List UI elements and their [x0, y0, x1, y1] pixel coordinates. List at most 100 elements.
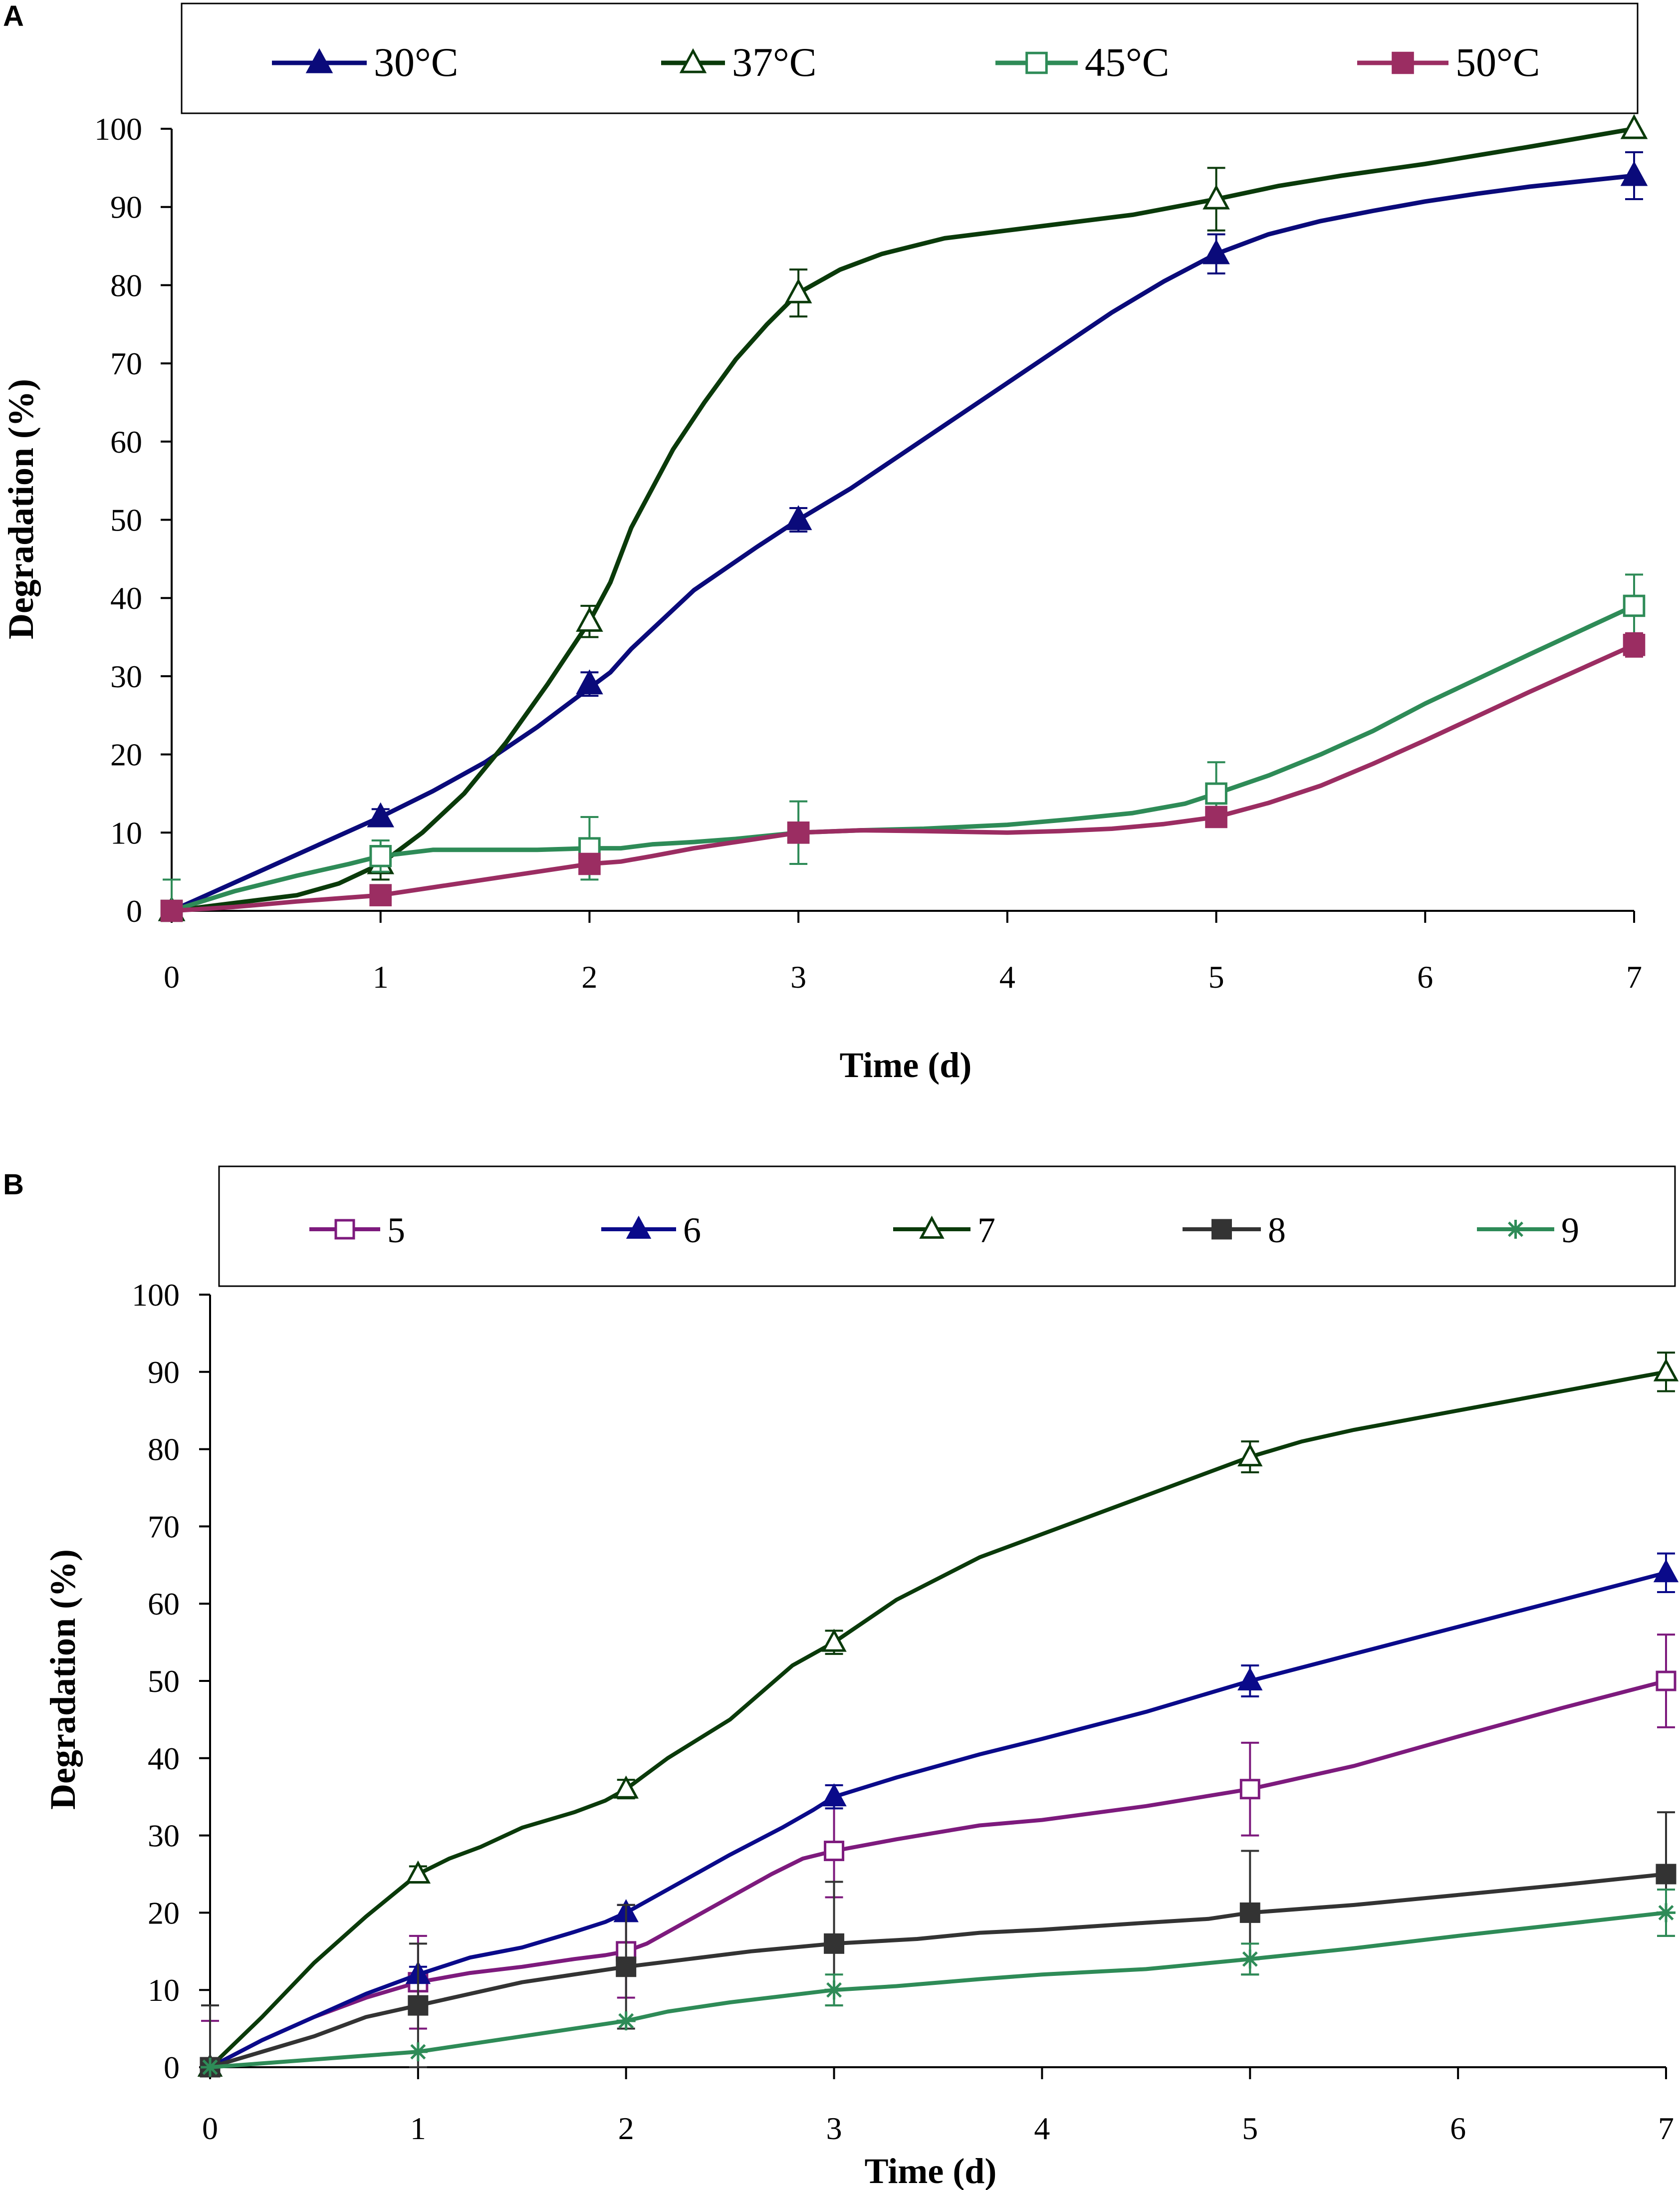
data-point	[369, 884, 392, 906]
legend-label: 7	[977, 1210, 995, 1250]
panel-a-label: A	[3, 0, 24, 32]
series-line	[208, 1679, 1668, 2069]
data-point	[824, 1841, 845, 1862]
data-point	[201, 2058, 220, 2077]
panel-b-legend: 5 6 7 8 9	[309, 1210, 1579, 1250]
data-point	[1653, 1559, 1679, 1583]
y-tick-label: 10	[110, 815, 142, 850]
panel-a-y-axis-title: Degradation (%)	[1, 379, 41, 639]
x-tick-label: 3	[790, 959, 806, 995]
data-point	[1656, 1864, 1677, 1885]
legend-item-9: 9	[1477, 1210, 1579, 1250]
y-tick-label: 80	[110, 268, 142, 303]
panel-a: A 30°C 37°C 45°C 50°C 0 10 20 30 40 50 60 70 80 90 10…	[1, 0, 1648, 1085]
legend-marker	[1025, 51, 1048, 74]
x-tick-label: 7	[1626, 959, 1642, 995]
legend-label: 8	[1268, 1210, 1286, 1250]
x-tick-label: 1	[373, 959, 389, 995]
x-tick-label: 2	[581, 959, 597, 995]
data-point	[405, 1860, 431, 1884]
y-tick-label: 60	[110, 424, 142, 460]
legend-marker	[1211, 1219, 1232, 1240]
series-line	[169, 126, 1637, 913]
legend-marker	[1392, 51, 1414, 74]
data-point	[1202, 184, 1230, 210]
data-point	[1239, 1902, 1260, 1923]
series-line	[208, 1369, 1668, 2069]
legend-item-37C: 37°C	[661, 39, 817, 85]
legend-label: 30°C	[374, 39, 459, 85]
legend-marker	[1506, 1220, 1525, 1239]
y-tick-label: 40	[148, 1741, 180, 1776]
y-tick-label: 60	[148, 1586, 180, 1622]
data-point	[576, 606, 603, 632]
data-point	[578, 852, 601, 875]
x-tick-label: 1	[410, 2111, 426, 2146]
data-point	[408, 2042, 428, 2062]
series-line	[208, 1571, 1668, 2069]
data-point	[1620, 114, 1648, 139]
data-point	[824, 1933, 845, 1954]
data-point	[1239, 1779, 1260, 1800]
data-point	[787, 821, 810, 844]
data-point	[1656, 1670, 1677, 1691]
series-9	[201, 1888, 1676, 2077]
panel-a-x-axis-title: Time (d)	[840, 1045, 972, 1085]
data-point	[824, 1980, 844, 2000]
y-tick-label: 100	[94, 111, 142, 147]
y-tick-label: 90	[110, 190, 142, 225]
series-line	[169, 173, 1637, 913]
y-tick-label: 0	[164, 2050, 180, 2085]
panel-a-axes: 0 10 20 30 40 50 60 70 80 90 100 0 1 2 3 4 5 6 7	[94, 111, 1642, 995]
x-tick-label: 6	[1417, 959, 1433, 995]
legend-label: 50°C	[1455, 39, 1540, 85]
panel-a-legend: 30°C 37°C 45°C 50°C	[272, 39, 1540, 85]
data-point	[1623, 594, 1646, 617]
data-point	[576, 669, 603, 695]
series-8	[200, 1811, 1677, 2078]
x-tick-label: 2	[618, 2111, 634, 2146]
series-30C	[158, 151, 1648, 921]
y-tick-label: 10	[148, 1972, 180, 2008]
data-point	[784, 278, 812, 303]
data-point	[821, 1783, 847, 1807]
legend-marker	[679, 48, 707, 73]
panel-b-y-axis-title: Degradation (%)	[43, 1549, 83, 1810]
y-tick-label: 0	[126, 893, 142, 929]
data-point	[616, 1956, 637, 1977]
y-tick-label: 70	[110, 346, 142, 381]
data-point	[160, 899, 183, 922]
data-point	[1657, 1903, 1676, 1922]
y-tick-label: 20	[148, 1895, 180, 1930]
legend-item-6: 6	[601, 1210, 701, 1250]
y-tick-label: 40	[110, 580, 142, 616]
data-point	[1237, 1667, 1263, 1690]
x-tick-label: 5	[1208, 959, 1224, 995]
series-line	[208, 1911, 1668, 2069]
legend-marker	[334, 1219, 355, 1240]
x-tick-label: 5	[1242, 2111, 1258, 2146]
data-point	[821, 1629, 847, 1652]
y-tick-label: 20	[110, 737, 142, 773]
legend-item-45C: 45°C	[995, 39, 1170, 85]
data-point	[408, 1995, 429, 2016]
data-point	[1240, 1949, 1260, 1969]
panel-a-plot-area	[158, 114, 1648, 922]
x-tick-label: 3	[826, 2111, 842, 2146]
data-point	[1205, 782, 1227, 805]
data-point	[1653, 1358, 1679, 1381]
panel-b-plot-area	[197, 1352, 1679, 2078]
data-point	[784, 505, 812, 531]
legend-marker	[919, 1215, 945, 1239]
data-point	[367, 802, 395, 827]
legend-item-8: 8	[1183, 1210, 1286, 1250]
legend-label: 37°C	[732, 39, 817, 85]
legend-item-50C: 50°C	[1357, 39, 1540, 85]
y-tick-label: 30	[110, 659, 142, 694]
y-tick-label: 50	[110, 503, 142, 538]
legend-marker	[626, 1215, 652, 1239]
x-tick-label: 7	[1658, 2111, 1674, 2146]
x-tick-label: 6	[1450, 2111, 1466, 2146]
legend-label: 5	[387, 1210, 405, 1250]
y-tick-label: 80	[148, 1432, 180, 1467]
